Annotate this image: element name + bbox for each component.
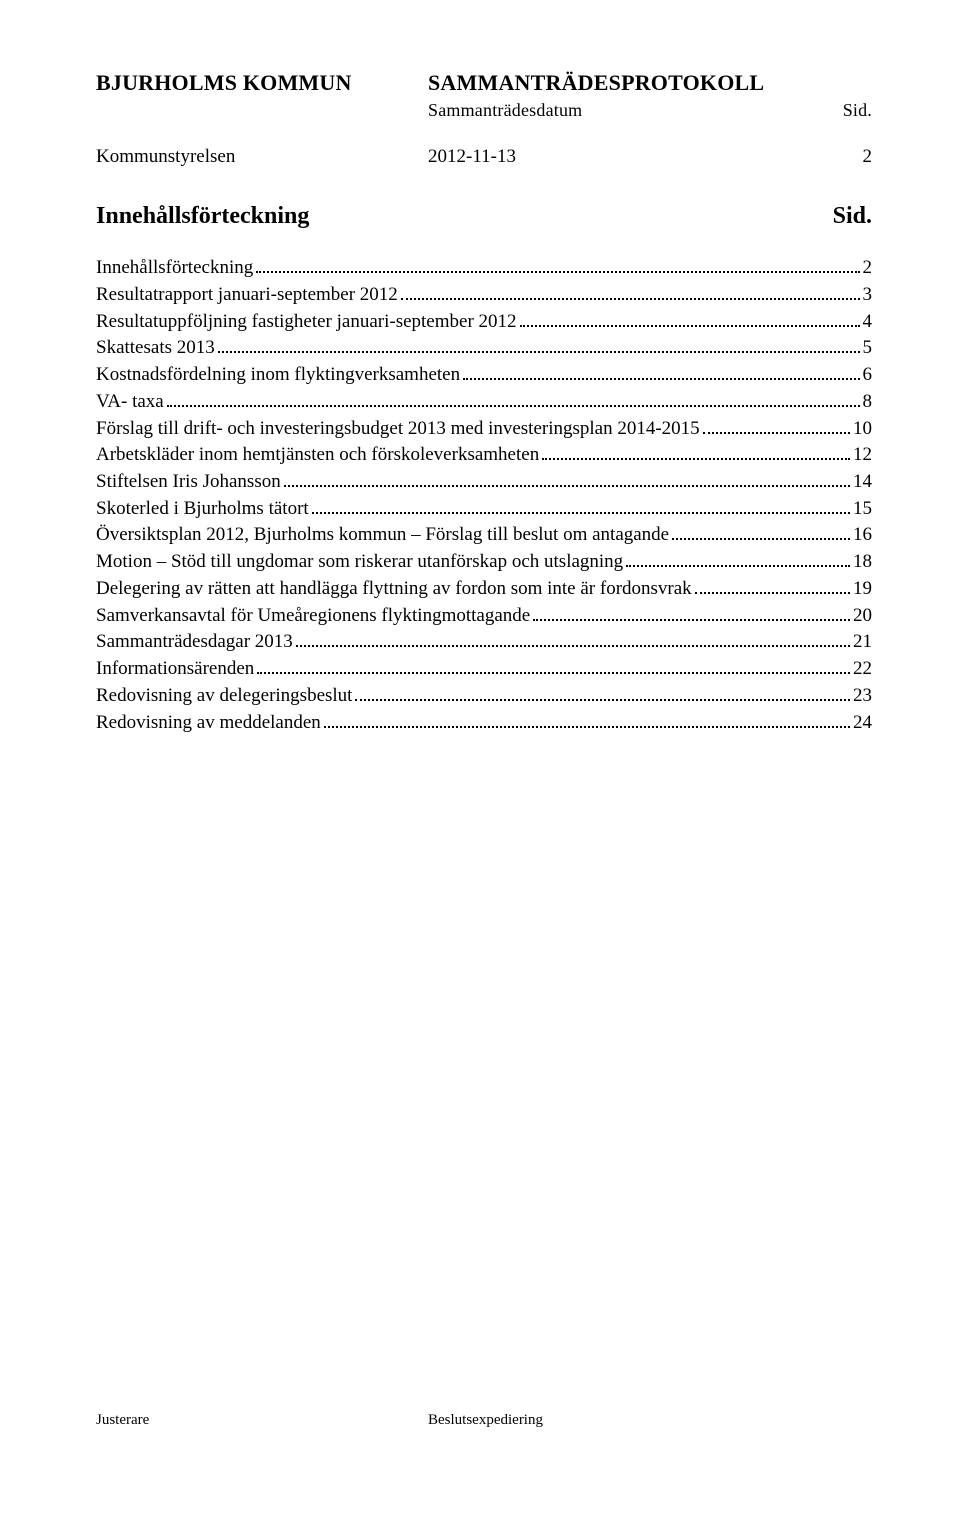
toc-row: Arbetskläder inom hemtjänsten och försko… [96,441,872,468]
toc-leader-dots [463,361,859,380]
toc-page: 14 [853,469,872,495]
toc-row: Redovisning av delegeringsbeslut 23 [96,682,872,709]
toc-row: Informationsärenden 22 [96,655,872,682]
header-spacer [96,98,428,122]
toc-page: 6 [863,362,873,388]
toc-sid-label: Sid. [822,200,872,232]
toc-leader-dots [626,548,850,567]
toc-page: 16 [853,522,872,548]
toc-page: 4 [863,309,873,335]
toc-page: 22 [853,656,872,682]
toc-page: 3 [863,282,873,308]
footer: Justerare Beslutsexpediering [96,1410,872,1430]
toc-row: Innehållsförteckning 2 [96,254,872,281]
toc-leader-dots [672,521,850,540]
toc-page: 2 [863,255,873,281]
toc-label: Motion – Stöd till ungdomar som riskerar… [96,549,623,575]
toc-leader-dots [355,682,850,701]
toc-row: Resultatuppföljning fastigheter januari-… [96,307,872,334]
toc-leader-dots [533,602,850,621]
meeting-date: 2012-11-13 [428,144,832,170]
context-line: Kommunstyrelsen 2012-11-13 2 [96,144,872,170]
toc-page: 12 [853,442,872,468]
toc-row: Redovisning av meddelanden 24 [96,709,872,736]
committee-name: Kommunstyrelsen [96,144,428,170]
toc-label: Resultatrapport januari-september 2012 [96,282,398,308]
toc-list: Innehållsförteckning 2Resultatrapport ja… [96,254,872,735]
header-line-2: Sammanträdesdatum Sid. [96,98,872,122]
toc-label: Stiftelsen Iris Johansson [96,469,281,495]
toc-leader-dots [703,414,850,433]
toc-label: Förslag till drift- och investeringsbudg… [96,416,700,442]
toc-row: Förslag till drift- och investeringsbudg… [96,414,872,441]
toc-label: Skoterled i Bjurholms tätort [96,496,309,522]
toc-row: Resultatrapport januari-september 2012 3 [96,281,872,308]
toc-leader-dots [284,468,850,487]
toc-page: 10 [853,416,872,442]
footer-justerare: Justerare [96,1410,428,1430]
toc-label: Redovisning av delegeringsbeslut [96,683,352,709]
toc-leader-dots [257,655,850,674]
toc-label: Redovisning av meddelanden [96,710,321,736]
toc-leader-dots [520,307,860,326]
protocol-title: SAMMANTRÄDESPROTOKOLL [428,68,872,98]
toc-page: 19 [853,576,872,602]
toc-label: Arbetskläder inom hemtjänsten och försko… [96,442,539,468]
toc-row: Översiktsplan 2012, Bjurholms kommun – F… [96,521,872,548]
toc-page: 18 [853,549,872,575]
toc-label: Skattesats 2013 [96,335,215,361]
toc-leader-dots [296,628,850,647]
toc-label: Delegering av rätten att handlägga flytt… [96,576,692,602]
toc-leader-dots [324,709,850,728]
toc-page: 21 [853,629,872,655]
toc-label: Samverkansavtal för Umeåregionens flykti… [96,603,530,629]
toc-label: Informationsärenden [96,656,254,682]
toc-row: Samverkansavtal för Umeåregionens flykti… [96,602,872,629]
toc-leader-dots [256,254,859,273]
toc-page: 24 [853,710,872,736]
toc-leader-dots [218,334,860,353]
header-line-1: BJURHOLMS KOMMUN SAMMANTRÄDESPROTOKOLL [96,68,872,98]
toc-title: Innehållsförteckning [96,200,822,232]
toc-row: Delegering av rätten att handlägga flytt… [96,575,872,602]
toc-leader-dots [312,495,850,514]
toc-row: Skattesats 2013 5 [96,334,872,361]
toc-page: 15 [853,496,872,522]
toc-row: Motion – Stöd till ungdomar som riskerar… [96,548,872,575]
toc-page: 5 [863,335,873,361]
org-name: BJURHOLMS KOMMUN [96,68,428,98]
footer-beslutsexpediering: Beslutsexpediering [428,1410,872,1430]
page: BJURHOLMS KOMMUN SAMMANTRÄDESPROTOKOLL S… [0,0,960,1538]
toc-leader-dots [401,281,860,300]
toc-row: Stiftelsen Iris Johansson 14 [96,468,872,495]
toc-page: 8 [863,389,873,415]
meeting-date-label: Sammanträdesdatum [428,98,832,122]
toc-title-row: Innehållsförteckning Sid. [96,200,872,232]
toc-row: Sammanträdesdagar 2013 21 [96,628,872,655]
toc-label: Resultatuppföljning fastigheter januari-… [96,309,517,335]
toc-label: Sammanträdesdagar 2013 [96,629,293,655]
toc-page: 20 [853,603,872,629]
toc-row: Kostnadsfördelning inom flyktingverksamh… [96,361,872,388]
toc-label: Översiktsplan 2012, Bjurholms kommun – F… [96,522,669,548]
toc-leader-dots [542,441,850,460]
toc-row: Skoterled i Bjurholms tätort 15 [96,495,872,522]
toc-label: Kostnadsfördelning inom flyktingverksamh… [96,362,460,388]
toc-page: 23 [853,683,872,709]
page-number: 2 [832,144,872,170]
toc-leader-dots [167,388,860,407]
toc-leader-dots [695,575,850,594]
page-label: Sid. [832,98,872,122]
toc-label: Innehållsförteckning [96,255,253,281]
toc-label: VA- taxa [96,389,164,415]
toc-row: VA- taxa 8 [96,388,872,415]
